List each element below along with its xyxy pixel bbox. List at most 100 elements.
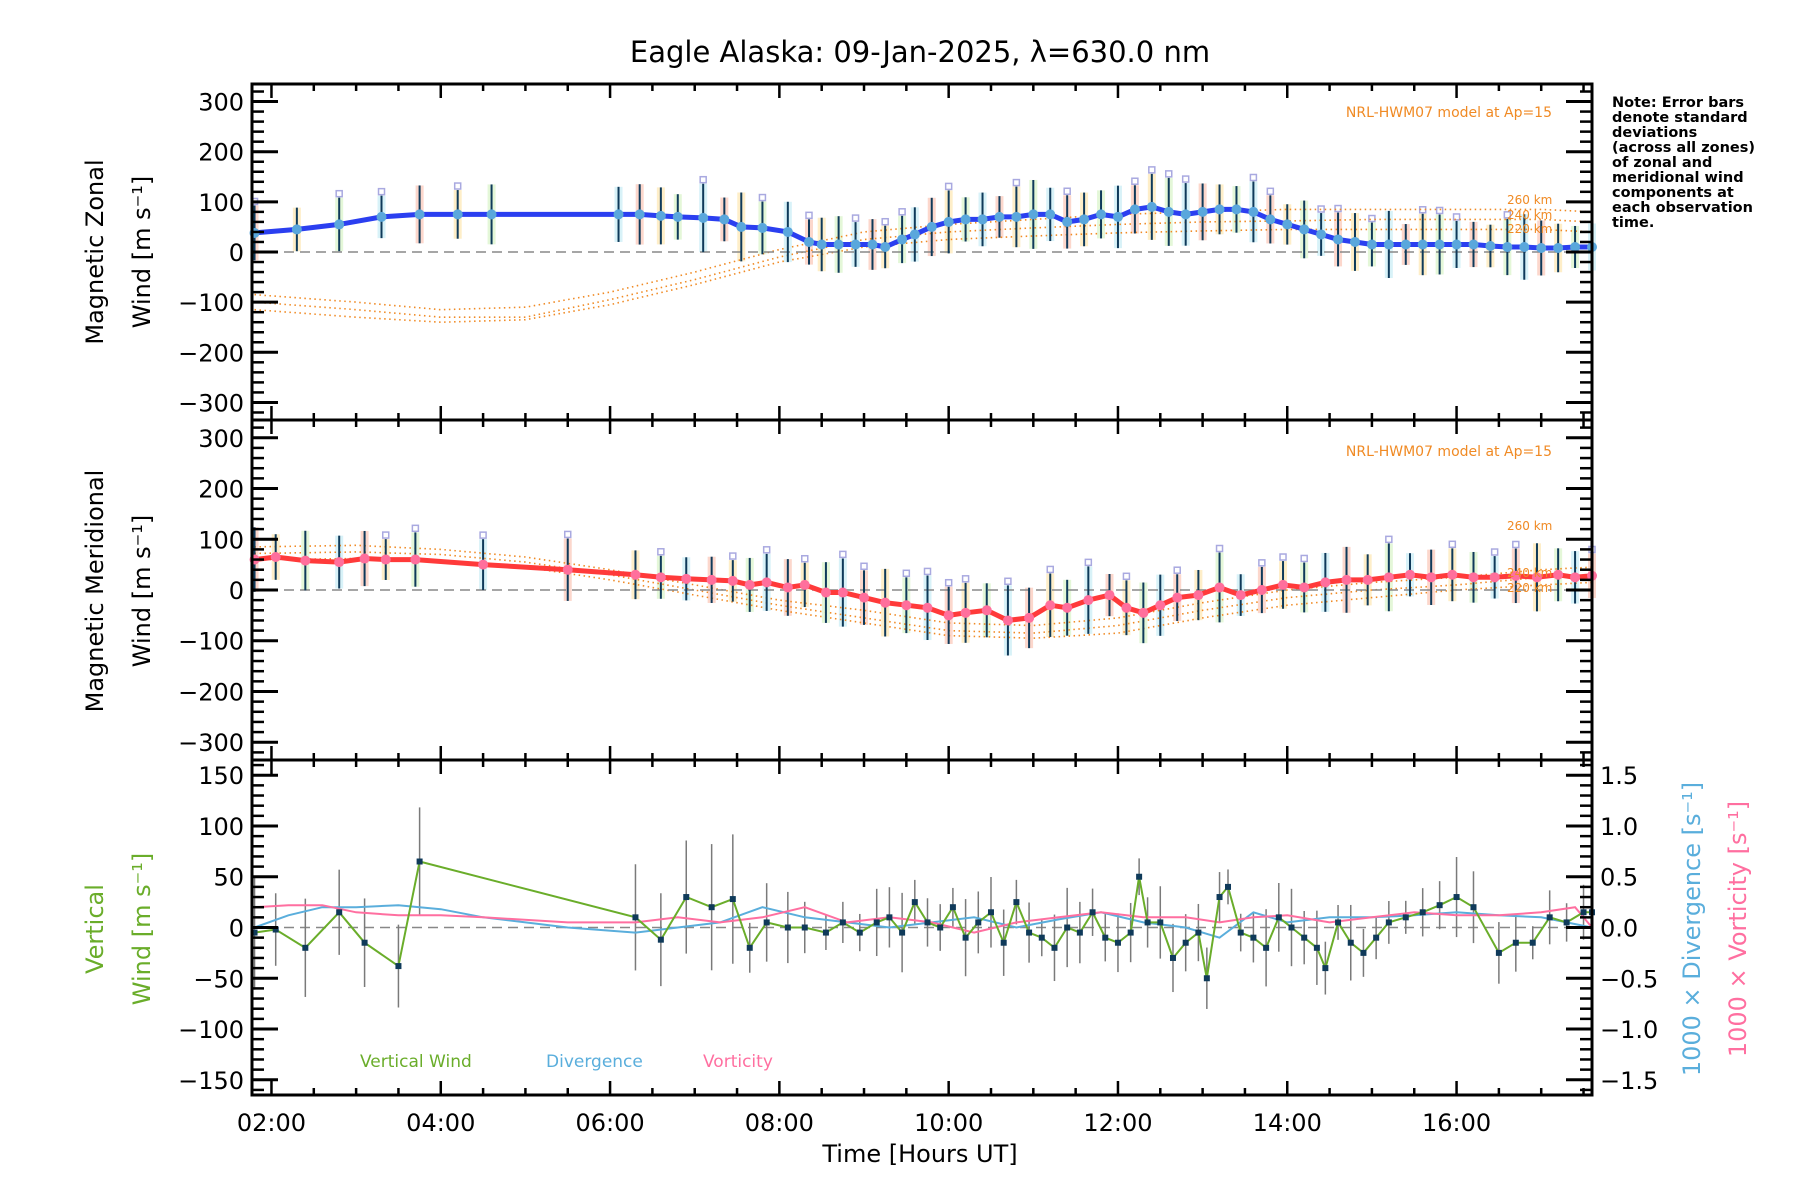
meridional-ylabel-2: Wind [m s⁻¹]: [128, 515, 156, 667]
zone-point: [563, 530, 572, 539]
wind-marker: [1320, 577, 1331, 588]
wind-marker: [1400, 239, 1411, 250]
zone-point: [758, 193, 767, 202]
vertical-wind-marker: [1076, 929, 1083, 936]
vertical-wind-marker: [763, 919, 770, 926]
vertical-ylabel-1: Vertical: [81, 884, 109, 974]
wind-marker: [782, 582, 793, 593]
vertical-wind-marker: [962, 934, 969, 941]
wind-marker: [719, 214, 730, 225]
y-tick-label: 100: [198, 813, 244, 841]
vertical-wind-marker: [1250, 934, 1257, 941]
vertical-wind-marker: [911, 899, 918, 906]
wind-marker: [1333, 234, 1344, 245]
wind-marker: [1138, 607, 1149, 618]
wind-marker: [981, 605, 992, 616]
wind-marker: [1341, 574, 1352, 585]
wind-marker: [782, 226, 793, 237]
x-tick-label: 16:00: [1422, 1109, 1491, 1137]
zone-point: [923, 567, 932, 576]
vertical-wind-marker: [683, 894, 690, 901]
wind-marker: [655, 210, 666, 221]
wind-line: [254, 204, 1592, 251]
wind-marker: [1024, 612, 1035, 623]
wind-marker: [1146, 201, 1157, 212]
zone-point: [961, 575, 970, 583]
vertical-wind-marker: [1453, 894, 1460, 901]
zone-point: [1173, 566, 1181, 574]
vertical-axes: 150 100 50 0 −50 −100 −150 1.5 1.0 0.5 0.0 −0.5 −1.0…: [178, 758, 1658, 1137]
legend-divergence: Divergence: [546, 1052, 643, 1072]
wind-marker: [1193, 590, 1204, 601]
meridional-wind-line: [249, 552, 1597, 626]
panel-meridional: 300 200 100 0 −100 −200 −300 NRL-HWM07 model a…: [81, 418, 1597, 762]
vertical-wind-marker: [657, 936, 664, 943]
vertical-wind-marker: [1013, 899, 1020, 906]
note-line: components at: [1612, 185, 1734, 201]
wind-marker: [634, 209, 645, 220]
wind-marker: [1362, 574, 1373, 585]
vertical-wind-marker: [336, 909, 343, 916]
wind-marker: [1485, 240, 1496, 251]
zone-point: [1258, 559, 1266, 567]
vertical-wind-marker: [1203, 975, 1210, 982]
y-tick-label: −300: [178, 389, 244, 417]
vertical-wind-marker: [1322, 965, 1329, 972]
wind-marker: [897, 234, 908, 245]
wind-marker: [562, 564, 573, 575]
zone-point: [805, 211, 813, 220]
wind-marker: [736, 221, 747, 232]
y-tick-label: 100: [198, 189, 244, 217]
wind-marker: [1172, 592, 1183, 603]
wind-marker: [833, 239, 844, 250]
wind-marker: [1278, 579, 1289, 590]
panel-vertical: 150 100 50 0 −50 −100 −150 1.5 1.0 0.5 0.0 −0.5 −1.0…: [81, 758, 1752, 1168]
meridional-ylabel-1: Magnetic Meridional: [81, 470, 109, 713]
zonal-ylabel-2: Wind [m s⁻¹]: [128, 176, 156, 328]
wind-marker: [816, 239, 827, 250]
wind-marker: [1299, 224, 1310, 235]
zone-point: [1512, 540, 1520, 549]
wind-marker: [1163, 206, 1174, 217]
wind-marker: [1248, 206, 1259, 217]
wind-marker: [1553, 569, 1564, 580]
vertical-wind-marker: [1335, 919, 1342, 926]
zone-point: [898, 208, 906, 216]
vertical-wind-marker: [302, 944, 309, 951]
wind-marker: [727, 575, 738, 586]
zone-point: [1215, 544, 1224, 553]
wind-marker: [922, 602, 933, 613]
vertical-wind-marker: [746, 944, 753, 951]
wind-marker: [1002, 615, 1013, 626]
vertical-wind-marker: [899, 929, 906, 936]
wind-marker: [1468, 239, 1479, 250]
wind-marker: [1426, 572, 1437, 583]
vertical-wind-marker: [1089, 909, 1096, 916]
zone-point: [1004, 577, 1012, 586]
wind-marker: [300, 555, 311, 566]
zonal-zone-bands: [250, 166, 1596, 280]
vertical-wind-marker: [1275, 914, 1282, 921]
zone-point: [1063, 187, 1071, 195]
vertical-ylabel-2: Wind [m s⁻¹]: [128, 853, 156, 1005]
vertical-wind-marker: [416, 858, 423, 865]
vertical-wind-marker: [873, 919, 880, 926]
wind-marker: [1468, 572, 1479, 583]
y-tick-label: −100: [178, 289, 244, 317]
wind-marker: [1121, 602, 1132, 613]
vertical-wind-marker: [1347, 939, 1354, 946]
zone-point: [1435, 206, 1444, 215]
vertical-wind-marker: [1419, 909, 1426, 916]
error-bar-note: Note: Error bars denote standard deviati…: [1612, 95, 1755, 231]
wind-marker: [1489, 572, 1500, 583]
note-line: meridional wind: [1612, 170, 1744, 186]
y2-tick-label: 0.5: [1600, 864, 1638, 892]
zonal-axes: 300 200 100 0 −100 −200 −300: [178, 82, 1594, 422]
vertical-wind-marker: [1144, 919, 1151, 926]
zone-point: [1012, 178, 1021, 187]
wind-marker: [334, 219, 345, 230]
vertical-wind-marker: [1313, 944, 1320, 951]
zone-point: [381, 531, 390, 539]
vertical-wind-marker: [886, 914, 893, 921]
zone-point: [1131, 177, 1139, 185]
